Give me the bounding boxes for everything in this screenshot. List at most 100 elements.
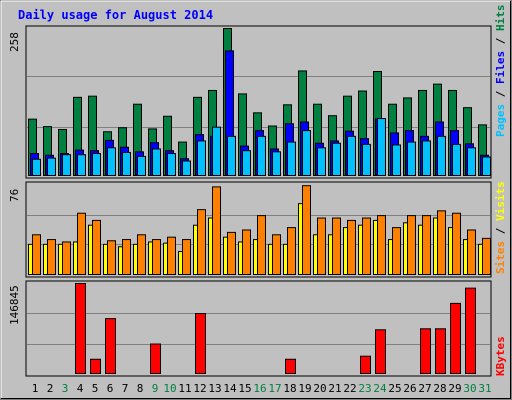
bar-kbytes-day-23: [360, 355, 371, 375]
legend-visits-panel: Sites / Visits: [494, 181, 507, 274]
bar-sites-day-18: [287, 227, 296, 276]
bar-pages-day-28: [437, 135, 446, 176]
x-label-day-29: 29: [448, 382, 461, 395]
bar-kbytes-day-27: [420, 328, 431, 375]
x-label-day-14: 14: [223, 382, 237, 395]
legend-0-segment-4: Hits: [494, 5, 507, 32]
x-label-day-4: 4: [77, 382, 84, 395]
x-label-day-11: 11: [178, 382, 191, 395]
bar-pages-day-19: [302, 130, 311, 176]
bar-sites-day-1: [32, 234, 41, 275]
bar-pages-day-18: [287, 141, 296, 176]
legend-kbytes-panel: KBytes: [494, 336, 507, 376]
bar-pages-day-4: [77, 154, 86, 177]
bar-sites-day-14: [227, 231, 236, 275]
bar-kbytes-day-9: [150, 343, 161, 374]
bar-sites-day-5: [92, 219, 101, 275]
x-label-day-21: 21: [328, 382, 341, 395]
bar-kbytes-day-18: [285, 358, 296, 374]
bar-kbytes-day-28: [435, 328, 446, 375]
bar-sites-day-10: [167, 236, 176, 275]
legend-1-segment-2: Visits: [494, 181, 507, 221]
bar-sites-day-21: [332, 217, 341, 276]
bar-sites-day-4: [77, 212, 86, 276]
legend-0-segment-0: Pages: [494, 104, 507, 137]
x-label-day-10: 10: [163, 382, 176, 395]
x-label-day-28: 28: [433, 382, 446, 395]
bar-kbytes-day-24: [375, 329, 386, 375]
x-label-day-20: 20: [313, 382, 326, 395]
bar-sites-day-17: [272, 234, 281, 275]
legend-2-segment-0: KBytes: [494, 336, 507, 376]
legend-0-segment-3: /: [494, 31, 507, 51]
bar-kbytes-day-12: [195, 313, 206, 375]
bar-pages-day-27: [422, 140, 431, 177]
x-label-day-27: 27: [418, 382, 431, 395]
bar-pages-day-31: [482, 156, 491, 176]
bar-pages-day-25: [392, 144, 401, 177]
bar-pages-day-12: [197, 140, 206, 177]
bar-sites-day-20: [317, 217, 326, 276]
x-label-day-12: 12: [193, 382, 206, 395]
bar-pages-day-1: [32, 158, 41, 176]
bar-pages-day-14: [227, 135, 236, 176]
bar-kbytes-day-29: [450, 302, 461, 375]
bar-pages-day-26: [407, 141, 416, 176]
bar-sites-day-8: [137, 234, 146, 275]
bar-pages-day-29: [452, 143, 461, 176]
x-label-day-7: 7: [122, 382, 129, 395]
bar-pages-day-20: [317, 147, 326, 176]
bar-sites-day-28: [437, 210, 446, 275]
x-label-day-22: 22: [343, 382, 356, 395]
bar-sites-day-24: [377, 215, 386, 275]
bar-kbytes-day-5: [90, 358, 101, 374]
x-label-day-15: 15: [238, 382, 251, 395]
x-label-day-30: 30: [463, 382, 476, 395]
x-label-day-3: 3: [62, 382, 69, 395]
bar-pages-day-5: [92, 153, 101, 176]
x-label-day-1: 1: [32, 382, 39, 395]
bar-sites-day-7: [122, 239, 131, 275]
bar-sites-day-6: [107, 240, 116, 276]
x-label-day-24: 24: [373, 382, 387, 395]
bar-kbytes-day-6: [105, 318, 116, 374]
bar-sites-day-29: [452, 212, 461, 276]
bar-sites-day-2: [47, 239, 56, 275]
bar-pages-day-22: [347, 135, 356, 176]
bar-pages-day-10: [167, 153, 176, 176]
x-label-day-5: 5: [92, 382, 99, 395]
bar-sites-day-23: [362, 217, 371, 276]
bar-kbytes-day-4: [75, 283, 86, 374]
panel-kbytes-frame: [25, 280, 492, 377]
x-axis-day-labels: 1 2 3 4 5 6 7 8 9 10 11 12 13 14 15 16 17 18 19 20 21 22 23 24 2…: [32, 382, 492, 395]
bar-pages-day-15: [242, 150, 251, 177]
bar-pages-day-21: [332, 142, 341, 176]
bar-sites-day-15: [242, 229, 251, 275]
chart-title: Daily usage for August 2014: [18, 8, 213, 22]
bar-pages-day-23: [362, 143, 371, 176]
bar-pages-day-13: [212, 126, 221, 176]
bar-sites-day-12: [197, 209, 206, 275]
bar-pages-day-11: [182, 160, 191, 176]
bar-sites-day-26: [407, 215, 416, 275]
bar-sites-day-3: [62, 241, 71, 275]
legend-hits-panel: Pages / Files / Hits: [494, 5, 507, 138]
x-label-day-31: 31: [478, 382, 491, 395]
bar-sites-day-11: [182, 239, 191, 275]
x-label-day-19: 19: [298, 382, 311, 395]
legend-1-segment-1: /: [494, 221, 507, 241]
bar-pages-day-17: [272, 151, 281, 176]
bar-pages-day-6: [107, 147, 116, 176]
bar-pages-day-30: [467, 147, 476, 176]
y-max-label-kbytes: 146845: [8, 285, 21, 325]
bar-sites-day-13: [212, 186, 221, 275]
y-max-label-hits: 258: [8, 32, 21, 52]
x-label-day-8: 8: [137, 382, 144, 395]
x-label-day-25: 25: [388, 382, 401, 395]
bar-sites-day-22: [347, 219, 356, 275]
x-label-day-23: 23: [358, 382, 371, 395]
bar-pages-day-7: [122, 151, 131, 177]
bar-sites-day-25: [392, 227, 401, 276]
